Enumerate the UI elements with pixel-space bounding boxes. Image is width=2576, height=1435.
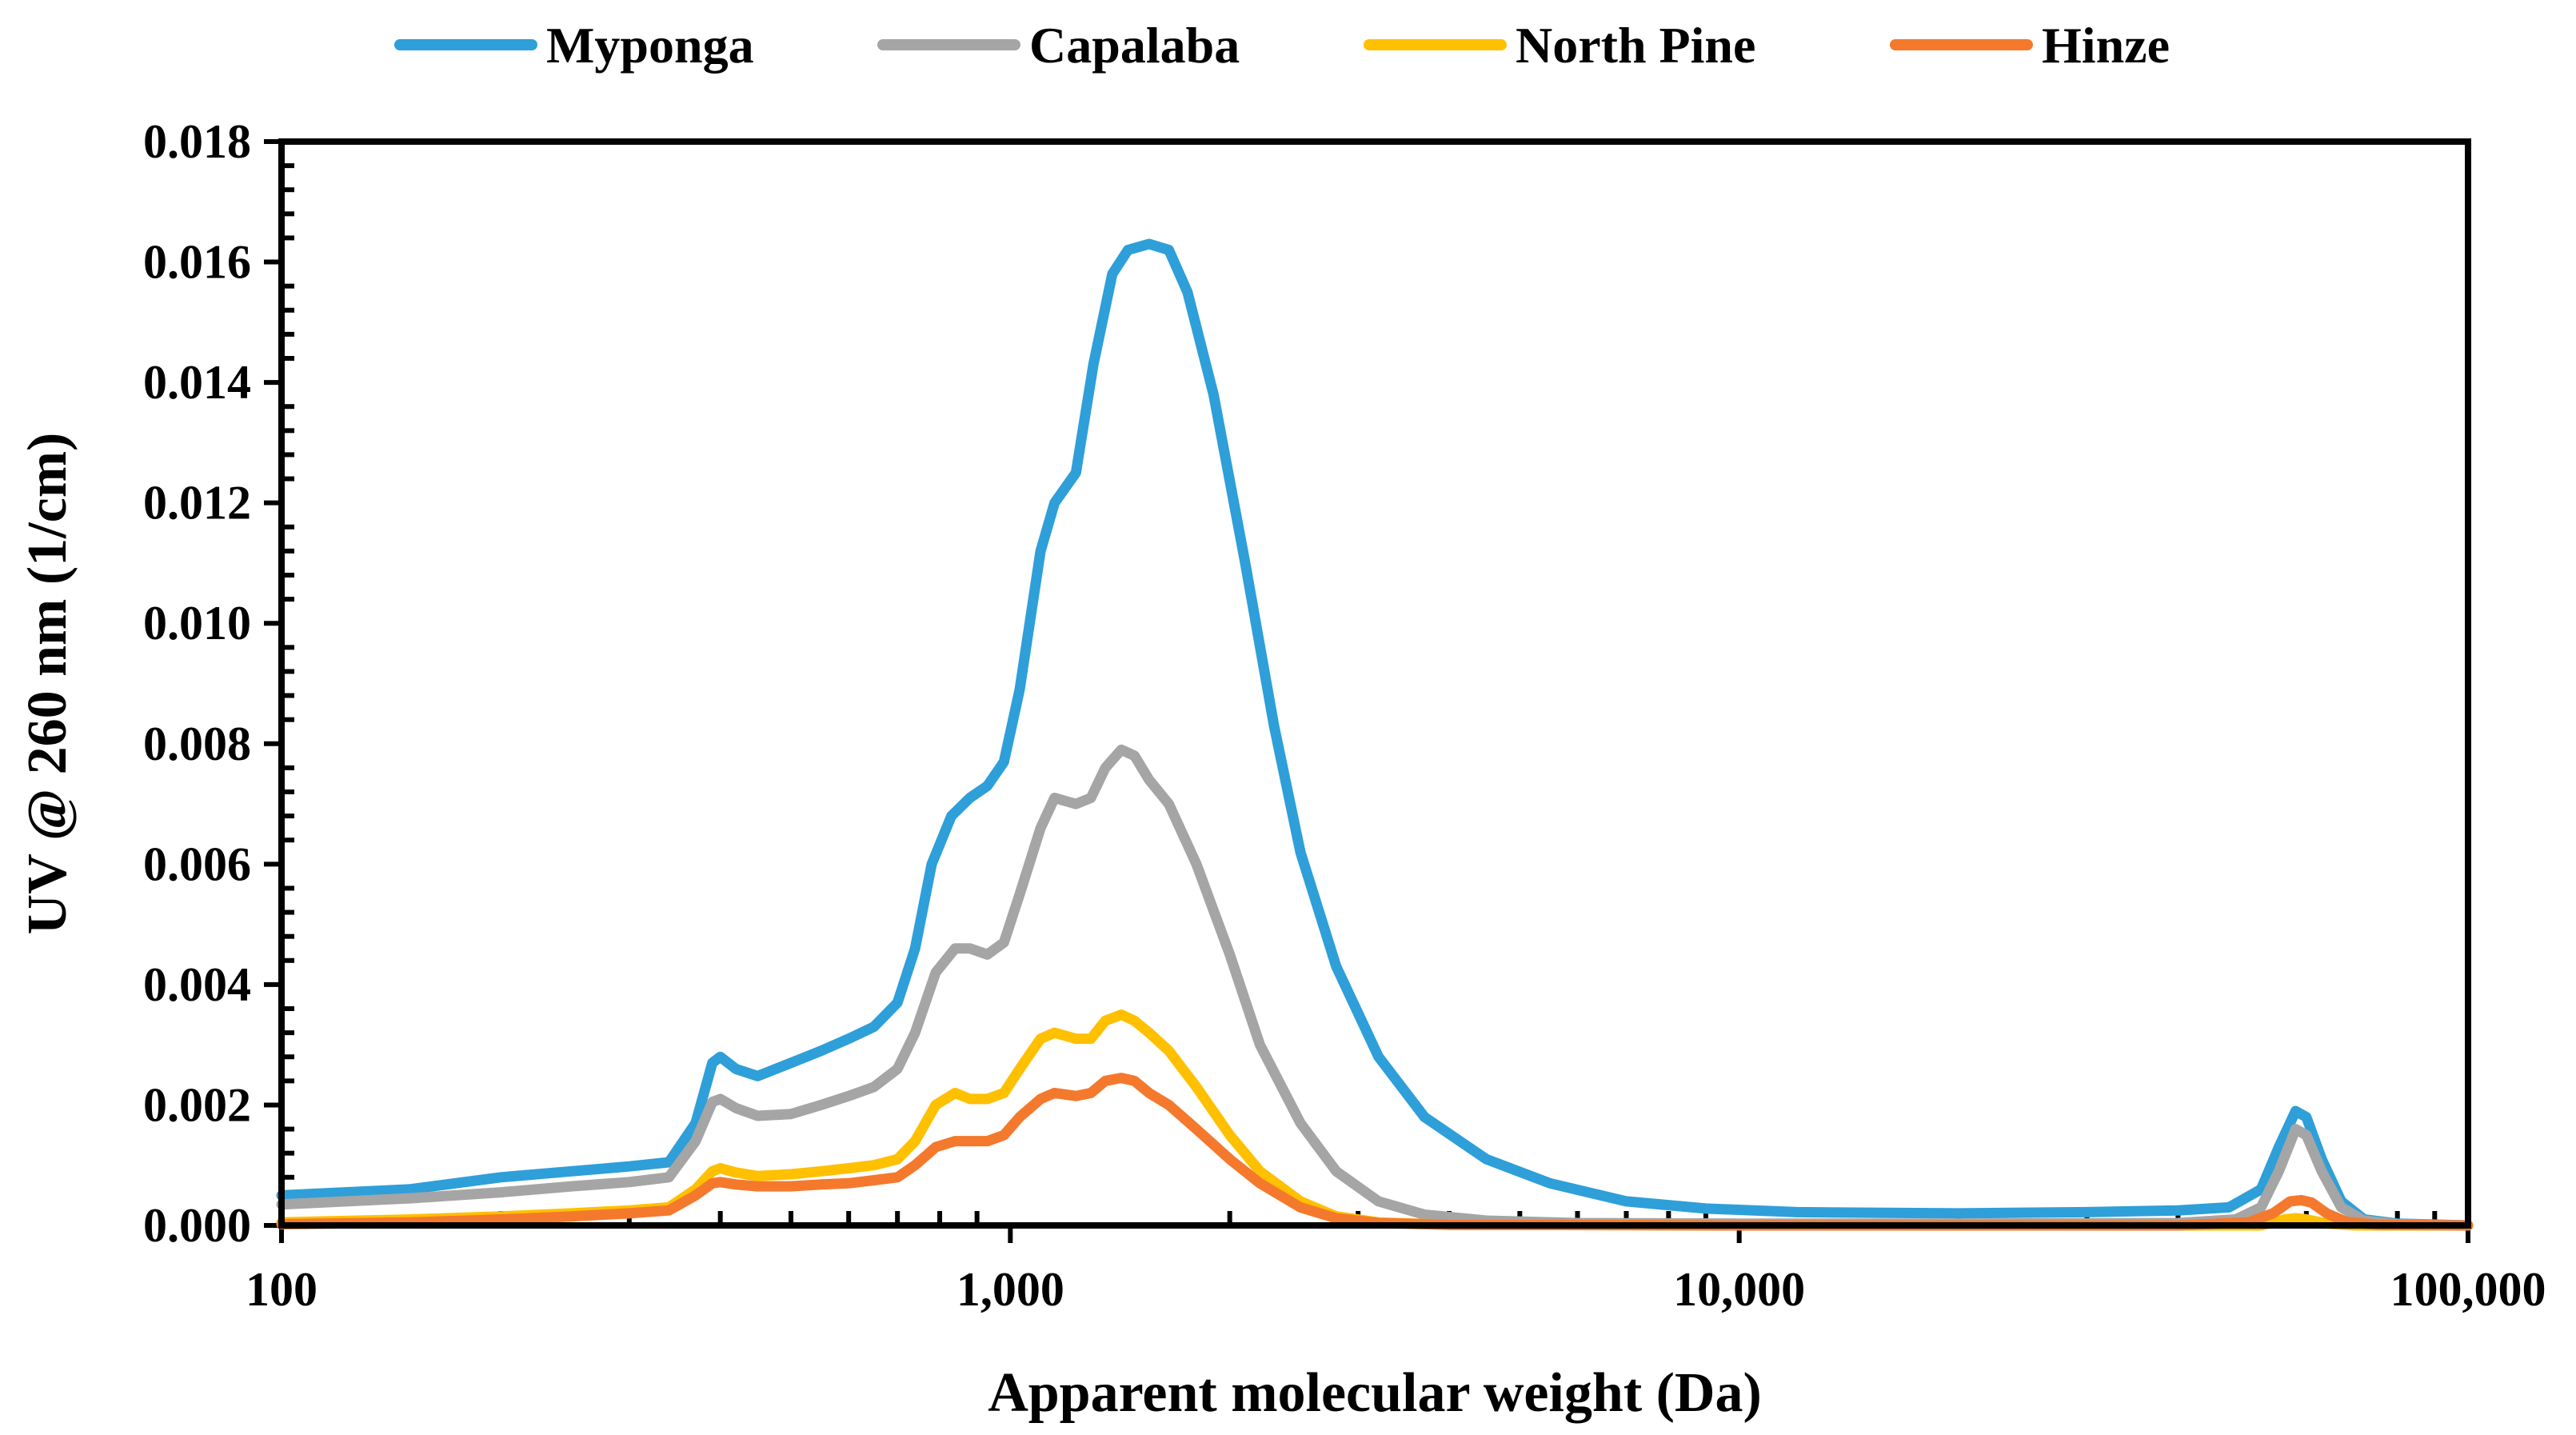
y-tick-label: 0.010 — [143, 597, 251, 650]
series-lines — [276, 238, 2474, 1231]
plot-frame — [278, 138, 2471, 1229]
legend-label: Myponga — [546, 17, 754, 74]
y-tick-label: 0.018 — [143, 115, 251, 168]
x-axis-title: Apparent molecular weight (Da) — [988, 1362, 1762, 1424]
legend-label: North Pine — [1516, 17, 1755, 74]
x-axis-ticks: 100 1,000 10,000 100,000 — [246, 1211, 2546, 1316]
y-tick-label: 0.012 — [143, 477, 251, 530]
y-tick-label: 0.014 — [143, 356, 251, 409]
x-tick-label: 100,000 — [2390, 1263, 2546, 1316]
y-tick-label: 0.002 — [143, 1078, 251, 1131]
y-tick-label: 0.008 — [143, 718, 251, 770]
x-tick-label: 10,000 — [1673, 1263, 1805, 1316]
series-line-capalaba — [276, 744, 2474, 1231]
y-tick-label: 0.004 — [143, 958, 251, 1011]
y-axis-ticks: 0.000 0.002 0.004 0.006 0.008 0.010 0.012 0.014… — [143, 115, 294, 1252]
y-tick-label: 0.006 — [143, 837, 251, 890]
legend-label: Hinze — [2042, 17, 2170, 74]
series-line-myponga — [276, 238, 2474, 1231]
y-axis-title: UV @ 260 nm (1/cm) — [17, 433, 78, 935]
y-tick-label: 0.016 — [143, 236, 251, 289]
x-tick-label: 1,000 — [957, 1263, 1064, 1316]
legend: Myponga Capalaba North Pine Hinze — [394, 17, 2170, 74]
legend-label: Capalaba — [1029, 17, 1240, 74]
x-tick-label: 100 — [246, 1263, 318, 1316]
y-tick-label: 0.000 — [143, 1199, 251, 1252]
